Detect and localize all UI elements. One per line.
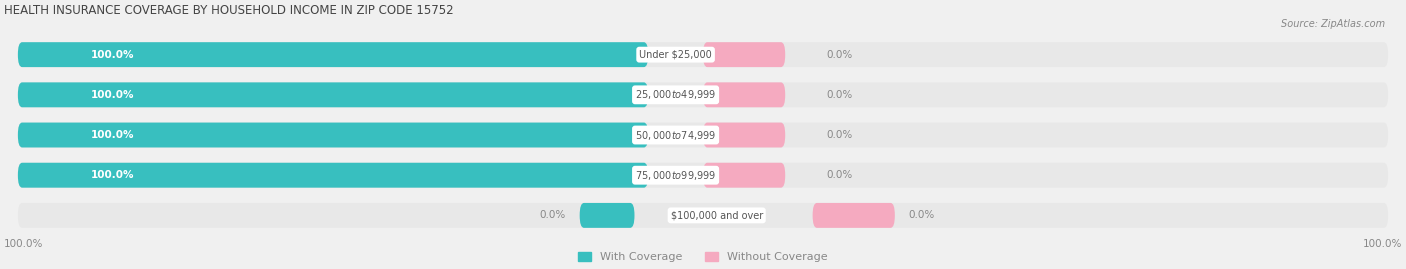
Text: 100.0%: 100.0% — [4, 239, 44, 249]
Text: 100.0%: 100.0% — [90, 90, 134, 100]
Text: 0.0%: 0.0% — [540, 210, 567, 220]
Text: $100,000 and over: $100,000 and over — [671, 210, 763, 220]
FancyBboxPatch shape — [813, 203, 894, 228]
FancyBboxPatch shape — [18, 82, 1388, 107]
Text: 0.0%: 0.0% — [827, 90, 852, 100]
FancyBboxPatch shape — [18, 123, 648, 147]
Text: 100.0%: 100.0% — [90, 130, 134, 140]
Text: 0.0%: 0.0% — [908, 210, 935, 220]
Text: 100.0%: 100.0% — [90, 170, 134, 180]
Text: $75,000 to $99,999: $75,000 to $99,999 — [636, 169, 716, 182]
FancyBboxPatch shape — [703, 163, 785, 188]
FancyBboxPatch shape — [703, 42, 785, 67]
Text: $50,000 to $74,999: $50,000 to $74,999 — [636, 129, 716, 141]
FancyBboxPatch shape — [18, 163, 1388, 188]
Text: 100.0%: 100.0% — [90, 50, 134, 60]
Text: HEALTH INSURANCE COVERAGE BY HOUSEHOLD INCOME IN ZIP CODE 15752: HEALTH INSURANCE COVERAGE BY HOUSEHOLD I… — [4, 4, 454, 17]
Text: 0.0%: 0.0% — [827, 170, 852, 180]
FancyBboxPatch shape — [18, 203, 1388, 228]
FancyBboxPatch shape — [18, 123, 1388, 147]
Text: 0.0%: 0.0% — [827, 50, 852, 60]
Text: Under $25,000: Under $25,000 — [640, 50, 711, 60]
Text: Source: ZipAtlas.com: Source: ZipAtlas.com — [1281, 19, 1385, 29]
FancyBboxPatch shape — [18, 163, 648, 188]
Text: 0.0%: 0.0% — [827, 130, 852, 140]
Legend: With Coverage, Without Coverage: With Coverage, Without Coverage — [574, 247, 832, 267]
FancyBboxPatch shape — [18, 42, 1388, 67]
FancyBboxPatch shape — [18, 42, 648, 67]
FancyBboxPatch shape — [18, 82, 648, 107]
Text: $25,000 to $49,999: $25,000 to $49,999 — [636, 88, 716, 101]
FancyBboxPatch shape — [579, 203, 634, 228]
FancyBboxPatch shape — [703, 82, 785, 107]
Text: 100.0%: 100.0% — [1362, 239, 1402, 249]
FancyBboxPatch shape — [703, 123, 785, 147]
